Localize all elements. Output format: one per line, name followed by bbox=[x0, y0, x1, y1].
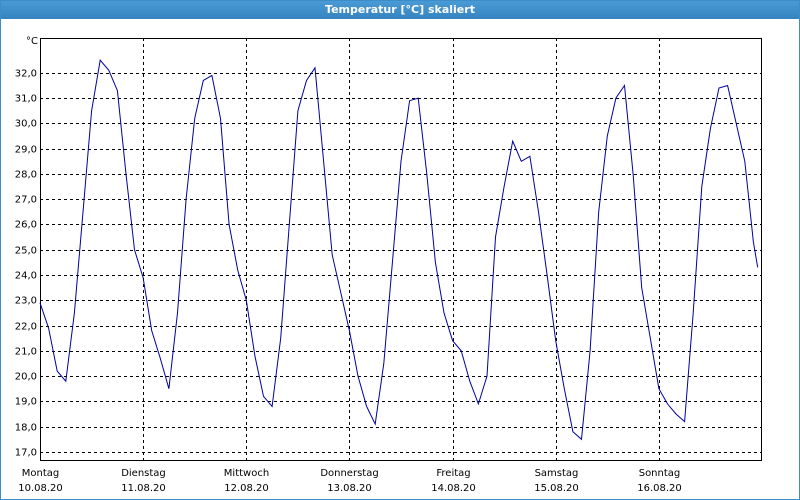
y-tick-label: 27,0 bbox=[15, 195, 37, 206]
y-tick-label: 25,0 bbox=[15, 246, 37, 257]
y-tick-label: 30,0 bbox=[15, 119, 37, 130]
x-tick-label: Freitag bbox=[436, 468, 470, 479]
y-tick-label: 24,0 bbox=[15, 271, 37, 282]
y-tick-label: 20,0 bbox=[15, 372, 37, 383]
x-tick-date: 14.08.20 bbox=[431, 483, 476, 494]
x-tick-date: 15.08.20 bbox=[534, 483, 579, 494]
x-tick-label: Sonntag bbox=[639, 468, 681, 479]
x-tick-label: Samstag bbox=[535, 468, 579, 479]
y-tick-label: 31,0 bbox=[15, 94, 37, 105]
y-tick-label: 23,0 bbox=[15, 296, 37, 307]
x-tick-label: Dienstag bbox=[121, 468, 166, 479]
y-tick-label: 17,0 bbox=[15, 448, 37, 459]
x-tick-date: 16.08.20 bbox=[637, 483, 682, 494]
x-tick-label: Montag bbox=[22, 468, 59, 479]
temperature-line bbox=[39, 59, 759, 441]
y-tick-label: 26,0 bbox=[15, 220, 37, 231]
title-bar: Temperatur [°C] skaliert bbox=[1, 1, 799, 19]
y-tick-label: 19,0 bbox=[15, 397, 37, 408]
x-tick-label: Mittwoch bbox=[224, 468, 269, 479]
y-tick-label: 28,0 bbox=[15, 170, 37, 181]
x-tick-label: Donnerstag bbox=[320, 468, 378, 479]
y-tick-label: 29,0 bbox=[15, 145, 37, 156]
chart: °C 17,0 18,0 19,0 20,0 21,0 22,0 23,0 24,0 25,0 2… bbox=[15, 36, 762, 494]
y-unit: °C bbox=[26, 36, 38, 47]
x-tick-date: 12.08.20 bbox=[224, 483, 269, 494]
y-tick-label: 18,0 bbox=[15, 423, 37, 434]
x-tick-date: 13.08.20 bbox=[327, 483, 372, 494]
y-tick-label: 32,0 bbox=[15, 69, 37, 80]
x-tick-date: 10.08.20 bbox=[18, 483, 63, 494]
y-tick-label: 21,0 bbox=[15, 347, 37, 358]
x-tick-date: 11.08.20 bbox=[121, 483, 166, 494]
y-tick-label: 22,0 bbox=[15, 322, 37, 333]
plot-frame bbox=[40, 38, 762, 461]
